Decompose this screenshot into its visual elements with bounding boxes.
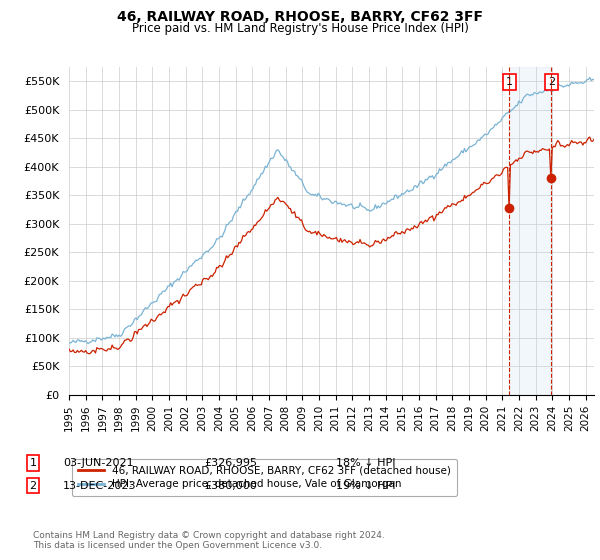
Text: 2: 2 — [29, 480, 37, 491]
Text: £326,995: £326,995 — [204, 458, 257, 468]
Text: 18% ↓ HPI: 18% ↓ HPI — [336, 458, 395, 468]
Text: 1: 1 — [506, 77, 513, 87]
Text: £380,000: £380,000 — [204, 480, 257, 491]
Text: Price paid vs. HM Land Registry's House Price Index (HPI): Price paid vs. HM Land Registry's House … — [131, 22, 469, 35]
Text: 19% ↓ HPI: 19% ↓ HPI — [336, 480, 395, 491]
Text: 1: 1 — [29, 458, 37, 468]
Text: 13-DEC-2023: 13-DEC-2023 — [63, 480, 137, 491]
Text: Contains HM Land Registry data © Crown copyright and database right 2024.
This d: Contains HM Land Registry data © Crown c… — [33, 531, 385, 550]
Legend: 46, RAILWAY ROAD, RHOOSE, BARRY, CF62 3FF (detached house), HPI: Average price, : 46, RAILWAY ROAD, RHOOSE, BARRY, CF62 3F… — [71, 459, 457, 496]
Text: 2: 2 — [548, 77, 555, 87]
Text: 46, RAILWAY ROAD, RHOOSE, BARRY, CF62 3FF: 46, RAILWAY ROAD, RHOOSE, BARRY, CF62 3F… — [117, 10, 483, 24]
Text: 03-JUN-2021: 03-JUN-2021 — [63, 458, 134, 468]
Bar — [509, 67, 551, 395]
